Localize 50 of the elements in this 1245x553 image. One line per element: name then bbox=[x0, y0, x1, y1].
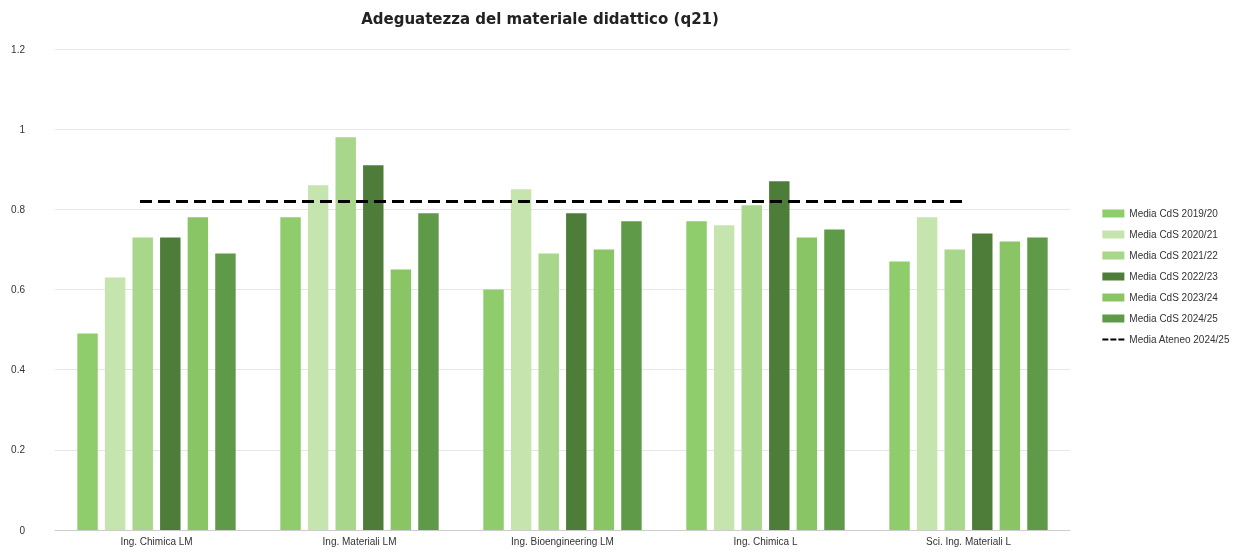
chart-title: Adeguatezza del materiale didattico (q21) bbox=[361, 9, 719, 28]
bar bbox=[1027, 237, 1048, 530]
legend-label: Media CdS 2023/24 bbox=[1129, 292, 1219, 303]
bar bbox=[307, 185, 329, 530]
x-tick-label: Ing. Chimica LM bbox=[120, 535, 193, 547]
y-tick-label: 0.2 bbox=[11, 444, 26, 456]
bar bbox=[483, 289, 504, 530]
bar bbox=[944, 249, 965, 530]
bar bbox=[686, 221, 707, 530]
bar bbox=[418, 213, 439, 530]
bar bbox=[187, 217, 209, 530]
bar bbox=[713, 225, 735, 530]
bar bbox=[999, 241, 1021, 530]
bar bbox=[796, 237, 818, 530]
bar bbox=[160, 237, 181, 530]
legend-label: Media Ateneo 2024/25 bbox=[1129, 334, 1230, 345]
y-tick-label: 0.8 bbox=[11, 203, 26, 215]
legend-label: Media CdS 2022/23 bbox=[1129, 271, 1219, 282]
bar bbox=[621, 221, 642, 530]
bar bbox=[972, 233, 993, 530]
legend-label: Media CdS 2020/21 bbox=[1129, 229, 1219, 240]
legend-label: Media CdS 2019/20 bbox=[1129, 208, 1219, 219]
y-tick-label: 0.4 bbox=[11, 364, 26, 376]
bar bbox=[566, 213, 587, 530]
x-tick-label: Ing. Materiali LM bbox=[322, 535, 397, 547]
bar bbox=[769, 181, 790, 530]
bar bbox=[390, 269, 412, 530]
bar bbox=[510, 189, 532, 530]
y-tick-label: 0 bbox=[19, 524, 26, 536]
bar bbox=[538, 253, 559, 530]
bar bbox=[916, 217, 938, 530]
bar bbox=[889, 261, 910, 530]
y-tick-label: 1.2 bbox=[11, 43, 26, 55]
x-tick-label: Sci. Ing. Materiali L bbox=[925, 535, 1012, 547]
bar bbox=[104, 277, 126, 530]
bar bbox=[215, 253, 236, 530]
y-tick-label: 1 bbox=[19, 123, 26, 135]
legend-label: Media CdS 2021/22 bbox=[1129, 250, 1219, 261]
x-tick-label: Ing. Bioengineering LM bbox=[511, 535, 614, 547]
bar bbox=[824, 229, 845, 530]
x-tick-label: Ing. Chimica L bbox=[733, 535, 798, 547]
y-tick-label: 0.6 bbox=[11, 284, 26, 295]
bar bbox=[363, 165, 384, 530]
bar bbox=[77, 333, 98, 530]
bar bbox=[132, 237, 153, 530]
bar bbox=[741, 205, 762, 530]
bar bbox=[593, 249, 615, 530]
bar bbox=[280, 217, 301, 530]
bar bbox=[335, 137, 356, 530]
legend-label: Media CdS 2024/25 bbox=[1129, 313, 1219, 324]
